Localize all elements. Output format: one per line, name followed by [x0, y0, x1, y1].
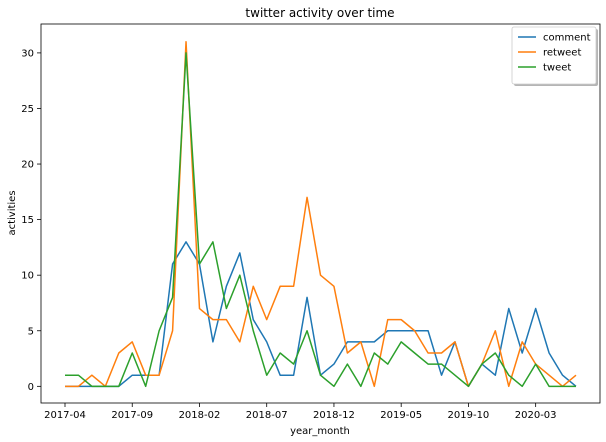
y-axis: 0 5 10 15 20 25 30 — [21, 48, 41, 393]
x-tick-label: 2018-07 — [246, 410, 288, 421]
series-line-tweet — [65, 52, 576, 388]
x-tick-label: 2017-04 — [44, 410, 86, 421]
legend-label-tweet: tweet — [543, 63, 571, 74]
legend-box — [511, 26, 597, 85]
y-axis-label: activities — [7, 190, 18, 235]
x-tick-label: 2020-03 — [515, 410, 557, 421]
y-tick-label: 0 — [28, 382, 34, 393]
x-tick-label: 2019-05 — [380, 410, 422, 421]
x-tick-label: 2018-02 — [179, 410, 221, 421]
axes-frame — [40, 23, 601, 404]
x-tick-label: 2018-12 — [313, 410, 355, 421]
x-axis-label: year_month — [290, 426, 350, 437]
plot-area — [65, 41, 577, 388]
y-tick-label: 10 — [21, 271, 34, 282]
x-tick-label: 2017-09 — [111, 410, 153, 421]
legend-label-retweet: retweet — [543, 48, 581, 59]
x-tick-label: 2019-10 — [448, 410, 490, 421]
legend-label-comment: comment — [543, 33, 591, 44]
chart-title: twitter activity over time — [245, 6, 394, 20]
y-tick-label: 20 — [21, 160, 34, 171]
y-tick-label: 30 — [21, 48, 34, 59]
x-axis: 2017-04 2017-09 2018-02 2018-07 2018-12 2019-… — [44, 403, 557, 421]
legend: comment retweet tweet — [511, 26, 598, 86]
y-tick-label: 15 — [21, 215, 34, 226]
y-tick-label: 5 — [28, 326, 34, 337]
series-line-retweet — [65, 41, 577, 388]
y-tick-label: 25 — [21, 104, 34, 115]
